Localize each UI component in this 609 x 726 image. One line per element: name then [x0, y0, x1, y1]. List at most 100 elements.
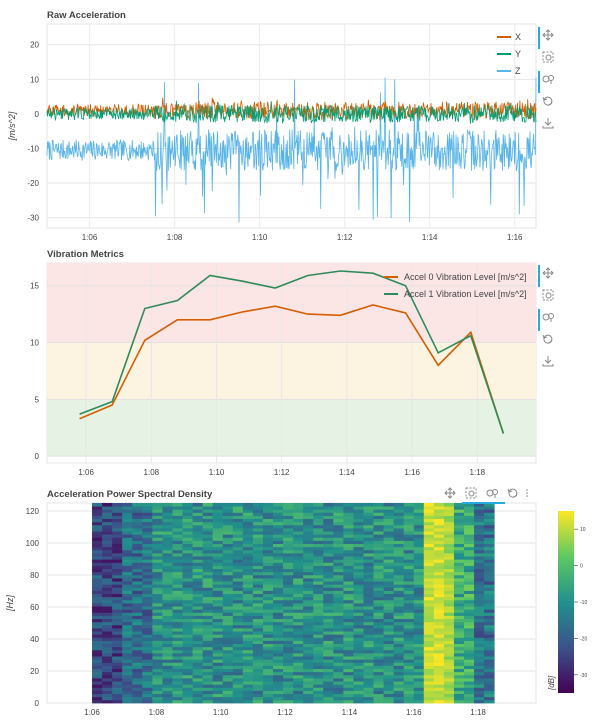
psd-cell: [182, 549, 193, 554]
psd-cell: [484, 503, 495, 507]
psd-cell: [162, 612, 173, 616]
psd-cell: [273, 699, 284, 704]
psd-cell: [172, 503, 183, 507]
psd-cell: [132, 562, 143, 566]
psd-cell: [453, 628, 465, 632]
psd-cell: [192, 518, 204, 523]
psd-cell: [273, 665, 284, 670]
psd-cell: [172, 549, 183, 554]
wheel-zoom-icon[interactable]: [486, 489, 498, 499]
psd-cell: [112, 687, 123, 691]
psd-cell: [423, 643, 435, 648]
psd-cell: [142, 690, 153, 695]
psd-cell: [102, 524, 113, 529]
psd-cell: [293, 681, 304, 685]
psd-cell: [152, 584, 163, 588]
legend-accel0-label[interactable]: Accel 0 Vibration Level [m/s^2]: [404, 272, 527, 282]
psd-cell: [293, 593, 304, 598]
psd-cell: [102, 581, 113, 585]
psd-cell: [403, 634, 415, 638]
reset-icon[interactable]: [542, 334, 553, 344]
psd-cell: [182, 631, 193, 635]
more-options-icon[interactable]: [526, 489, 528, 497]
psd-cell: [212, 509, 224, 513]
psd-cell: [162, 621, 173, 626]
psd-cell: [182, 656, 193, 660]
psd-cell: [182, 521, 193, 526]
psd-cell: [333, 571, 344, 576]
psd-cell: [172, 665, 183, 670]
psd-cell: [413, 584, 425, 588]
wheel-zoom-icon[interactable]: [542, 313, 554, 323]
psd-cell: [122, 624, 133, 629]
psd-cell: [453, 665, 465, 670]
psd-cell: [172, 581, 183, 585]
psd-cell: [112, 699, 123, 704]
wheel-zoom-icon[interactable]: [542, 75, 554, 85]
psd-cell: [192, 693, 204, 698]
psd-cell: [353, 543, 364, 548]
pan-icon[interactable]: [444, 487, 456, 499]
psd-cell: [242, 631, 254, 635]
save-icon[interactable]: [542, 118, 554, 129]
box-zoom-icon[interactable]: [542, 289, 554, 301]
psd-cell: [232, 690, 244, 695]
psd-cell: [202, 596, 214, 601]
psd-cell: [363, 618, 374, 623]
psd-cell: [474, 599, 485, 604]
pan-icon[interactable]: [542, 29, 554, 41]
psd-cell: [172, 509, 183, 513]
psd-cell: [152, 612, 163, 616]
psd-cell: [393, 615, 405, 620]
psd-cell: [232, 559, 244, 563]
psd-cell: [363, 590, 374, 595]
legend-x-label[interactable]: X: [515, 32, 521, 42]
psd-cell: [192, 640, 204, 645]
psd-cell: [433, 624, 445, 629]
raw-plot-area[interactable]: [46, 23, 537, 229]
psd-cell: [202, 518, 214, 523]
psd-cell: [363, 603, 374, 607]
psd-cell: [373, 506, 384, 510]
psd-cell: [333, 696, 344, 701]
psd-cell: [343, 531, 354, 535]
psd-cell: [262, 546, 274, 551]
psd-cell: [433, 512, 445, 516]
psd-cell: [393, 678, 405, 682]
psd-cell: [172, 562, 183, 566]
legend-y-label[interactable]: Y: [515, 49, 521, 59]
reset-icon[interactable]: [542, 96, 553, 106]
reset-icon[interactable]: [507, 488, 518, 498]
psd-cell: [474, 624, 485, 629]
psd-cell: [393, 568, 405, 573]
save-icon[interactable]: [542, 356, 554, 367]
psd-cell: [313, 643, 324, 648]
psd-cell: [443, 649, 455, 654]
box-zoom-icon[interactable]: [542, 51, 554, 63]
psd-cell: [433, 590, 445, 595]
psd-cell: [393, 671, 405, 676]
psd-cell: [102, 546, 113, 551]
psd-cell: [132, 640, 143, 645]
psd-cell: [202, 524, 214, 529]
psd-cell: [152, 690, 163, 695]
box-zoom-icon[interactable]: [465, 487, 477, 499]
psd-cell: [283, 553, 294, 557]
psd-cell: [423, 659, 435, 663]
psd-cell: [232, 693, 244, 698]
psd-cell: [142, 549, 153, 554]
psd-cell: [102, 506, 113, 510]
more-dot: [526, 495, 528, 497]
psd-cell: [142, 509, 153, 513]
psd-cell: [423, 553, 435, 557]
psd-cell: [333, 653, 344, 657]
pan-icon[interactable]: [542, 267, 554, 279]
psd-cell: [423, 603, 435, 607]
legend-z-label[interactable]: Z: [515, 66, 521, 76]
psd-cell: [423, 599, 435, 604]
psd-cell: [313, 690, 324, 695]
psd-cell: [423, 540, 435, 545]
legend-accel1-label[interactable]: Accel 1 Vibration Level [m/s^2]: [404, 289, 527, 299]
psd-cell: [343, 581, 354, 585]
psd-cell: [152, 509, 163, 513]
